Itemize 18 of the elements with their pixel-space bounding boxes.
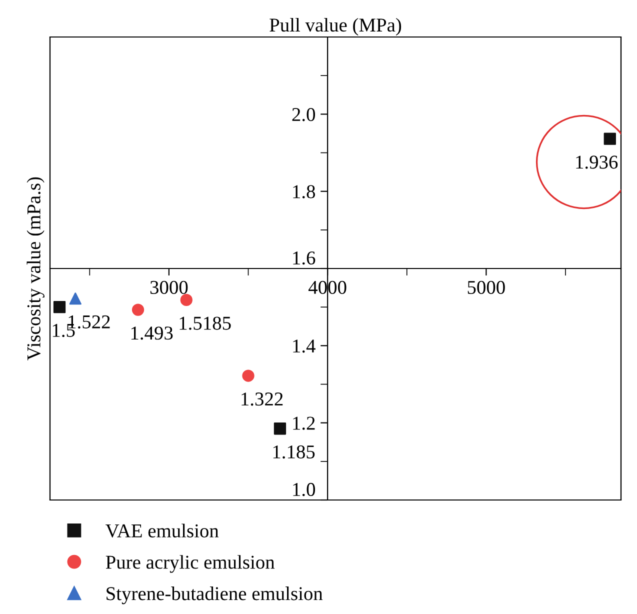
y-tick-label: 1.8 — [293, 185, 316, 198]
legend-label: Pure acrylic emulsion — [106, 555, 275, 573]
y-tick-label: 1.2 — [293, 416, 315, 430]
x-axis-title: Pull value (MPa) — [270, 18, 402, 36]
y-tick-label: 1.4 — [293, 340, 316, 353]
y-tick-label: 1.0 — [293, 482, 316, 496]
x-tick-label: 3000 — [150, 280, 188, 294]
y-tick-label: 2.0 — [292, 108, 316, 122]
data-label: 1.5185 — [180, 316, 231, 330]
data-label: 1.185 — [273, 445, 315, 459]
data-label: 1.936 — [576, 156, 618, 169]
y-tick-label: 1.6 — [293, 251, 316, 265]
x-tick-label: 5000 — [468, 280, 505, 294]
y-axis-title: Viscosity value (mPa.s) — [26, 177, 44, 360]
legend-label: VAE emulsion — [106, 524, 219, 538]
data-label: 1.322 — [242, 392, 283, 406]
data-label: 1.493 — [131, 326, 173, 340]
legend-label: Styrene-butadiene emulsion — [106, 586, 323, 604]
